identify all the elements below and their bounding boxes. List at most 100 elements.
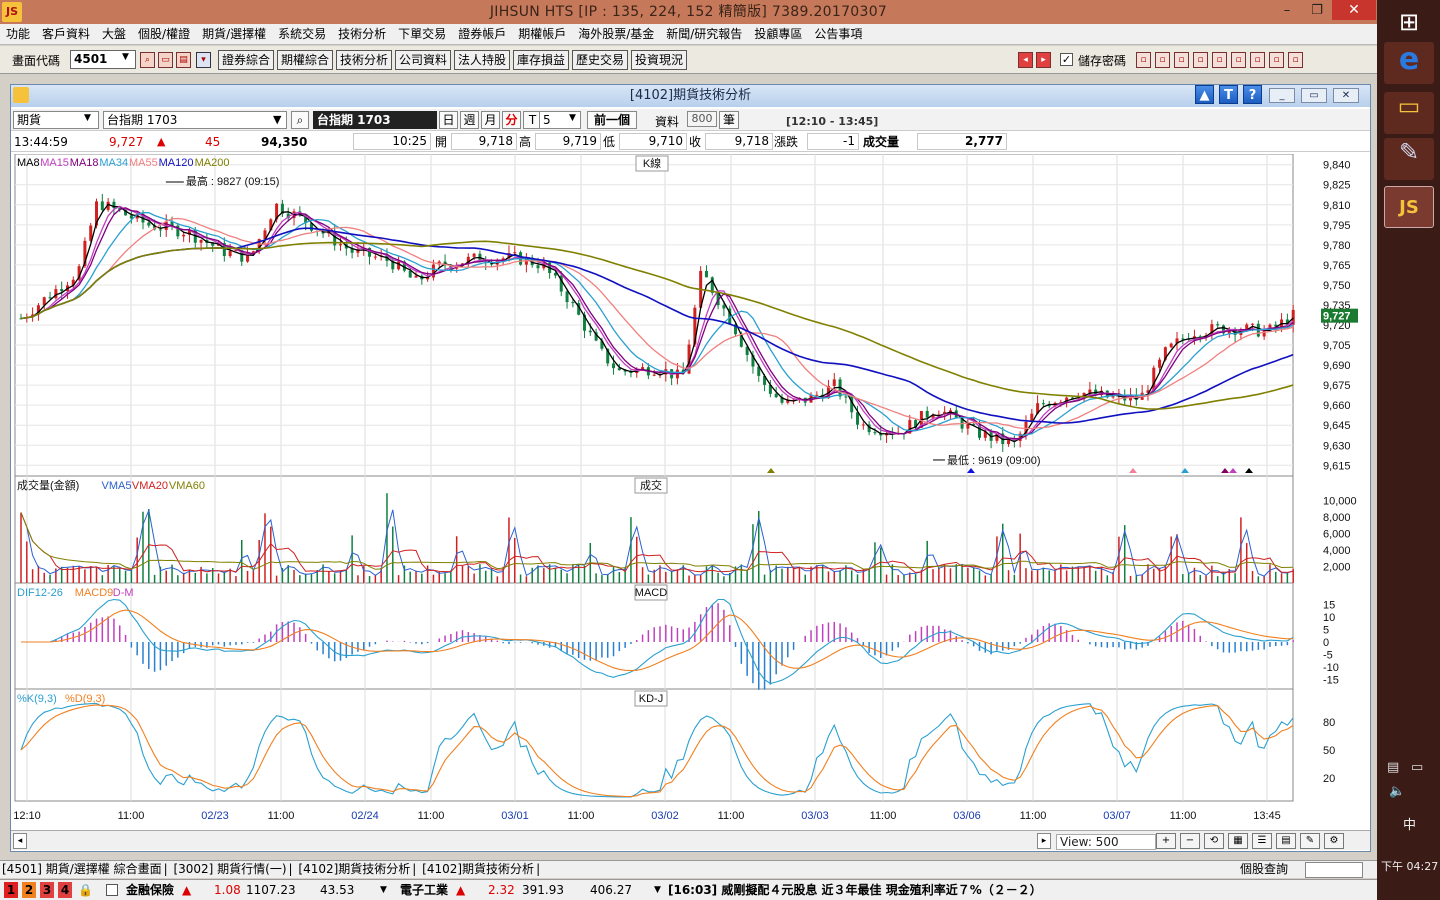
menu-item-1[interactable]: 客戶資料 (42, 27, 91, 41)
unit-button[interactable]: 筆 (719, 111, 739, 129)
text-icon[interactable]: ▫ (1212, 52, 1227, 68)
page-1-button[interactable]: 1 (4, 882, 18, 898)
lock-icon[interactable]: 🔒 (78, 883, 93, 897)
chart2-icon[interactable]: ▫ (1250, 52, 1265, 68)
zoom-out-icon[interactable]: − (1180, 833, 1200, 849)
func-button-6[interactable]: 歷史交易 (572, 50, 629, 70)
period-button-3[interactable]: 分 (502, 111, 521, 129)
table-icon[interactable]: ▤ (1276, 833, 1296, 849)
search-icon[interactable]: ⌕ (291, 111, 309, 129)
func-button-5[interactable]: 庫存損益 (513, 50, 570, 70)
chevron-down-icon[interactable]: ▼ (654, 885, 661, 895)
volume-icon[interactable]: 🔈 (1389, 784, 1406, 799)
news-headline[interactable]: [16:03] 威剛擬配４元股息 近３年最佳 現金殖利率近７%（２－２） (668, 883, 1042, 897)
tab-4501[interactable]: [4501] 期貨/選擇權 綜合畫面 (2, 862, 162, 876)
chevron-down-icon[interactable]: ▼ (122, 52, 129, 62)
page-3-button[interactable]: 3 (40, 882, 54, 898)
page-2-button[interactable]: 2 (22, 882, 36, 898)
menu-item-4[interactable]: 期貨/選擇權 (202, 27, 267, 41)
hand-icon[interactable]: ▫ (1193, 52, 1208, 68)
func-button-2[interactable]: 技術分析 (336, 50, 393, 70)
func-button-0[interactable]: 證券綜合 (218, 50, 275, 70)
func-button-1[interactable]: 期權綜合 (277, 50, 334, 70)
horizontal-scrollbar[interactable]: ◂ ▸ View: 500 + − ⟲ ▦ ☰ ▤ ✎ ⚙ (11, 830, 1370, 850)
tab-4102-b[interactable]: [4102]期貨技術分析 (422, 862, 535, 876)
dropdown-icon[interactable]: ▾ (196, 52, 211, 68)
up-arrow-icon[interactable]: ▲ (1195, 85, 1214, 104)
chart-icon[interactable]: ▫ (1231, 52, 1246, 68)
grid-icon[interactable]: ▦ (1228, 833, 1248, 849)
period-button-2[interactable]: 月 (481, 111, 500, 129)
product-select[interactable]: 台指期 1703 (103, 111, 287, 129)
restore-button[interactable]: ❐ (1311, 3, 1323, 18)
scroll-left-icon[interactable]: ◂ (13, 833, 27, 849)
type-select[interactable]: 期貨 (13, 111, 99, 129)
windows-start-icon[interactable]: ⊞ (1398, 8, 1420, 36)
technical-chart[interactable]: 9,8409,8259,8109,7959,7809,7659,7509,735… (11, 154, 1370, 829)
menu-item-12[interactable]: 投顧專區 (754, 27, 803, 41)
close-button[interactable]: ✕ (1332, 0, 1376, 20)
tab-4102-a[interactable]: [4102]期貨技術分析 (298, 862, 411, 876)
draw-icon[interactable]: ✎ (1300, 833, 1320, 849)
save-password-checkbox[interactable]: ✓ (1060, 53, 1073, 66)
stock-query-input[interactable] (1305, 862, 1363, 878)
menu-item-3[interactable]: 個股/權證 (138, 27, 191, 41)
func-button-3[interactable]: 公司資料 (395, 50, 452, 70)
func-button-4[interactable]: 法人持股 (454, 50, 511, 70)
menu-item-9[interactable]: 期權帳戶 (518, 27, 567, 41)
menu-item-13[interactable]: 公告事項 (814, 27, 863, 41)
clipboard-icon[interactable]: ▫ (1174, 52, 1189, 68)
menu-item-6[interactable]: 技術分析 (338, 27, 387, 41)
win-close-button[interactable]: ✕ (1333, 88, 1359, 103)
menu-item-8[interactable]: 證券帳戶 (458, 27, 507, 41)
period-button-4[interactable]: T (523, 111, 542, 129)
paint-icon[interactable]: ✎ (1384, 138, 1434, 180)
menu-item-2[interactable]: 大盤 (102, 27, 127, 41)
menu-item-10[interactable]: 海外股票/基金 (578, 27, 655, 41)
menu-item-11[interactable]: 新聞/研究報告 (666, 27, 743, 41)
period-button-0[interactable]: 日 (439, 111, 458, 129)
help-icon[interactable]: ? (1243, 85, 1262, 104)
tab-3002[interactable]: [3002] 期貨行情(一) (173, 862, 287, 876)
arrow-right-icon[interactable]: ▸ (1036, 52, 1051, 68)
data-count-input[interactable]: 800 (687, 111, 717, 127)
code-input[interactable]: 4501 (70, 50, 136, 69)
menu-item-5[interactable]: 系統交易 (278, 27, 327, 41)
view-count[interactable]: View: 500 (1056, 834, 1156, 850)
prev-button[interactable]: 前一個 (587, 111, 637, 129)
restore-icon[interactable]: ⟲ (1204, 833, 1224, 849)
erase-icon[interactable]: ▫ (1155, 52, 1170, 68)
network-icon[interactable]: ▤ (1387, 760, 1400, 775)
settings-gear-icon[interactable]: ⚙ (1324, 833, 1344, 849)
ie-browser-icon[interactable]: e (1384, 42, 1434, 84)
search-icon[interactable]: ⌕ (140, 52, 155, 68)
func-button-7[interactable]: 投資現況 (631, 50, 688, 70)
list-icon[interactable]: ☰ (1252, 833, 1272, 849)
draw-icon[interactable]: ▫ (1136, 52, 1151, 68)
folder-icon[interactable]: ▭ (1384, 92, 1434, 134)
text-icon[interactable]: T (1219, 85, 1238, 104)
print-icon[interactable]: ▤ (176, 52, 191, 68)
ime-indicator[interactable]: 中 (1403, 818, 1417, 833)
period-button-1[interactable]: 週 (460, 111, 479, 129)
menu-item-0[interactable]: 功能 (6, 27, 31, 41)
scroll-right-icon[interactable]: ▸ (1037, 833, 1051, 849)
chevron-down-icon[interactable]: ▼ (569, 113, 576, 123)
zoom-in-icon[interactable]: + (1156, 833, 1176, 849)
win-restore-button[interactable]: ▭ (1301, 88, 1327, 103)
chevron-down-icon[interactable]: ▼ (273, 113, 282, 126)
menu-item-7[interactable]: 下單交易 (398, 27, 447, 41)
chevron-down-icon[interactable]: ▼ (84, 113, 91, 123)
chart-area[interactable]: 9,840 9,825 9,810 9,795 9,780 9,765 9,750 9,735… (11, 154, 1370, 829)
ticker-checkbox[interactable] (106, 884, 118, 896)
window-icon[interactable]: ▭ (158, 52, 173, 68)
minimize-button[interactable]: – (1283, 3, 1291, 18)
chevron-down-icon[interactable]: ▼ (380, 885, 387, 895)
link-icon[interactable]: ▫ (1269, 52, 1284, 68)
win-minimize-button[interactable]: _ (1269, 88, 1295, 103)
page-4-button[interactable]: 4 (58, 882, 72, 898)
arrow-left-icon[interactable]: ◂ (1018, 52, 1033, 68)
interval-select[interactable]: 5 (539, 111, 581, 129)
display-icon[interactable]: ▭ (1411, 760, 1424, 775)
jihsun-app-icon[interactable]: JS (1384, 186, 1434, 228)
